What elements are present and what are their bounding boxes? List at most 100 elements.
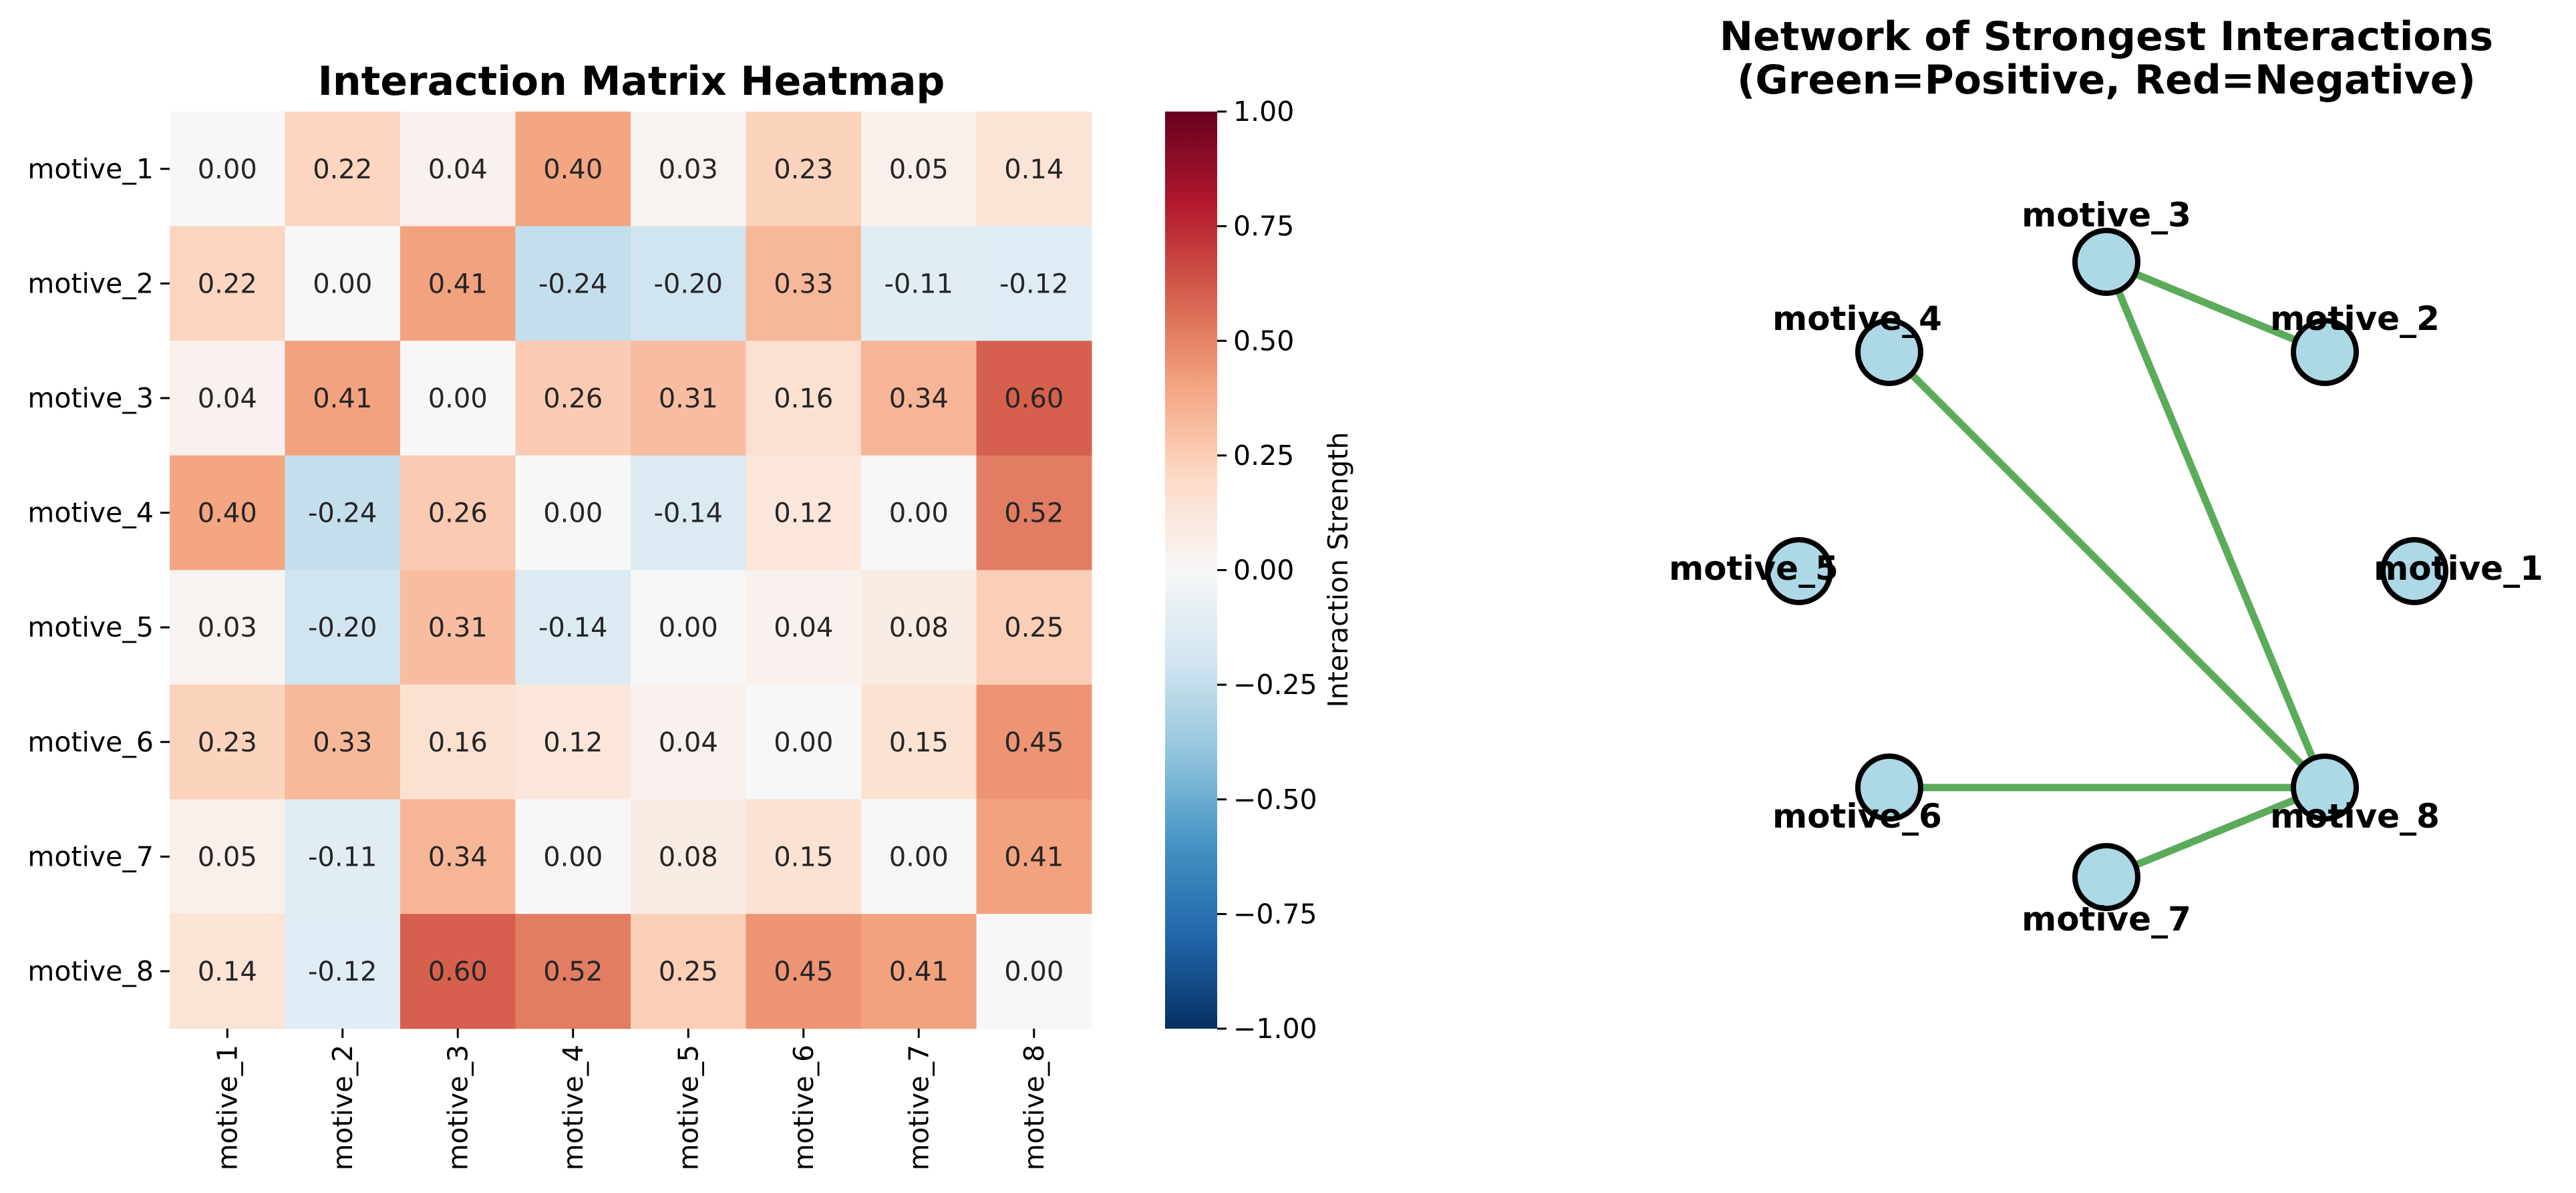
heatmap-cell-label: 0.00 (889, 498, 949, 529)
row-tick-label: motive_7 (27, 840, 154, 872)
column-tick-label: motive_6 (788, 1045, 820, 1171)
heatmap-cell (976, 226, 1092, 341)
heatmap-cell-label: 0.05 (889, 154, 949, 185)
network-node-label: motive_7 (2022, 900, 2191, 939)
heatmap-cell-label: 0.23 (198, 727, 257, 758)
row-tick-label: motive_5 (27, 611, 154, 643)
heatmap-cell (515, 685, 631, 800)
column-tick-label: motive_7 (903, 1045, 935, 1171)
heatmap-cell-label: 0.00 (1004, 957, 1064, 987)
column-tick-label: motive_3 (442, 1045, 474, 1171)
column-tick-label: motive_1 (211, 1045, 243, 1171)
heatmap-cell (400, 455, 516, 570)
heatmap-cell-label: 0.15 (889, 727, 949, 758)
heatmap-cell (976, 570, 1092, 685)
heatmap-cell (746, 112, 862, 227)
heatmap-cell-label: 0.00 (659, 613, 718, 643)
heatmap-cell (631, 112, 746, 227)
heatmap-cell-label: 0.52 (543, 957, 603, 987)
heatmap-column-labels: motive_1 motive_2 motive_3 motive_4 motive_5… (211, 1028, 1050, 1171)
row-tick-label: motive_8 (27, 955, 154, 987)
colorbar: 1.00 0.75 0.50 0.25 0.00 −0.25 −0.50 −0.75 −1.00… (1165, 96, 1354, 1045)
heatmap-cell-label: 0.00 (543, 842, 603, 872)
heatmap-cell-label: 0.45 (1004, 727, 1064, 758)
colorbar-tick-label: 0.75 (1233, 210, 1294, 242)
network-node-label: motive_4 (1772, 299, 1942, 338)
heatmap-cell (631, 455, 746, 570)
heatmap-cell-label: 0.25 (659, 957, 718, 987)
heatmap-cell (400, 226, 516, 341)
heatmap-cell (976, 799, 1092, 914)
heatmap-cell-label: 0.34 (428, 842, 488, 872)
heatmap-title: Interaction Matrix Heatmap (318, 58, 945, 105)
heatmap-cell (515, 799, 631, 914)
heatmap-cell-label: 0.00 (889, 842, 949, 872)
colorbar-tick-label: −1.00 (1233, 1013, 1317, 1045)
heatmap-cell-label: 0.45 (774, 957, 833, 987)
heatmap-cell-label: 0.03 (659, 154, 718, 185)
network-nodes (1765, 228, 2448, 911)
network-edge (2102, 258, 2329, 792)
heatmap-cell (861, 112, 977, 227)
heatmap-cell-label: 0.52 (1004, 498, 1064, 529)
heatmap-cell-label: -0.12 (999, 269, 1069, 299)
network-node (2072, 228, 2140, 296)
heatmap-cell (170, 341, 285, 456)
heatmap-cell (746, 799, 862, 914)
row-tick-label: motive_6 (27, 726, 154, 758)
heatmap-cell-label: 0.25 (1004, 613, 1064, 643)
heatmap-cell (170, 112, 285, 227)
heatmap-cell-label: 0.31 (428, 613, 488, 643)
row-tick-label: motive_1 (27, 153, 154, 185)
row-tick-label: motive_4 (27, 497, 154, 529)
colorbar-tick-label: −0.25 (1233, 669, 1317, 701)
heatmap-cell (285, 914, 401, 1029)
heatmap-cell-label: 0.12 (774, 498, 833, 529)
colorbar-tick-label: 0.25 (1233, 440, 1294, 472)
heatmap-cell-label: 0.05 (198, 842, 257, 872)
network-node-label: motive_5 (1669, 549, 1838, 588)
heatmap-cell (170, 799, 285, 914)
heatmap-cell (400, 799, 516, 914)
heatmap-cell-label: 0.14 (198, 957, 257, 987)
heatmap-cell-label: 0.00 (774, 727, 833, 758)
heatmap-cell-label: 0.00 (428, 383, 488, 414)
network-node (2072, 843, 2140, 911)
heatmap-cell (515, 914, 631, 1029)
network-node-label: motive_3 (2022, 196, 2191, 234)
network-title-line-2: (Green=Positive, Red=Negative) (1737, 57, 2476, 104)
network-node (2291, 318, 2359, 386)
network-edges (1885, 258, 2329, 881)
heatmap-cell (170, 914, 285, 1029)
column-tick-label: motive_8 (1018, 1045, 1050, 1171)
colorbar-tick-label: 0.50 (1233, 325, 1294, 357)
heatmap-cell-label: 0.31 (659, 383, 718, 414)
heatmap-cell-label: 0.16 (428, 727, 488, 758)
heatmap-cell (746, 455, 862, 570)
heatmap-chart: Interaction Matrix Heatmap 0.00 0.22 0.04 0… (27, 58, 1092, 1170)
heatmap-cell (285, 226, 401, 341)
heatmap-cell-label: -0.12 (308, 957, 377, 987)
heatmap-cell (400, 341, 516, 456)
heatmap-cell-label: -0.20 (308, 613, 377, 643)
network-node-labels: motive_1 motive_2 motive_3 motive_4 motive_5… (1669, 196, 2543, 939)
heatmap-cell (746, 341, 862, 456)
heatmap-cell-label: -0.20 (654, 269, 723, 299)
heatmap-cell (515, 455, 631, 570)
heatmap-cell (976, 685, 1092, 800)
heatmap-cell (400, 914, 516, 1029)
heatmap-cell-label: -0.14 (654, 498, 723, 529)
heatmap-cell (631, 914, 746, 1029)
heatmap-cell-label: 0.33 (774, 269, 833, 299)
colorbar-tick-label: 1.00 (1233, 96, 1294, 128)
heatmap-cell (515, 341, 631, 456)
heatmap-cell-label: 0.04 (774, 613, 833, 643)
network-edge (1885, 348, 2329, 792)
heatmap-cell (746, 226, 862, 341)
colorbar-ticks: 1.00 0.75 0.50 0.25 0.00 −0.25 −0.50 −0.75 −1.00 (1217, 96, 1317, 1045)
heatmap-cell (976, 914, 1092, 1029)
network-title-line-1: Network of Strongest Interactions (1720, 13, 2493, 60)
heatmap-cell-label: 0.23 (774, 154, 833, 185)
heatmap-cell (285, 455, 401, 570)
colorbar-tick-label: −0.50 (1233, 784, 1317, 816)
